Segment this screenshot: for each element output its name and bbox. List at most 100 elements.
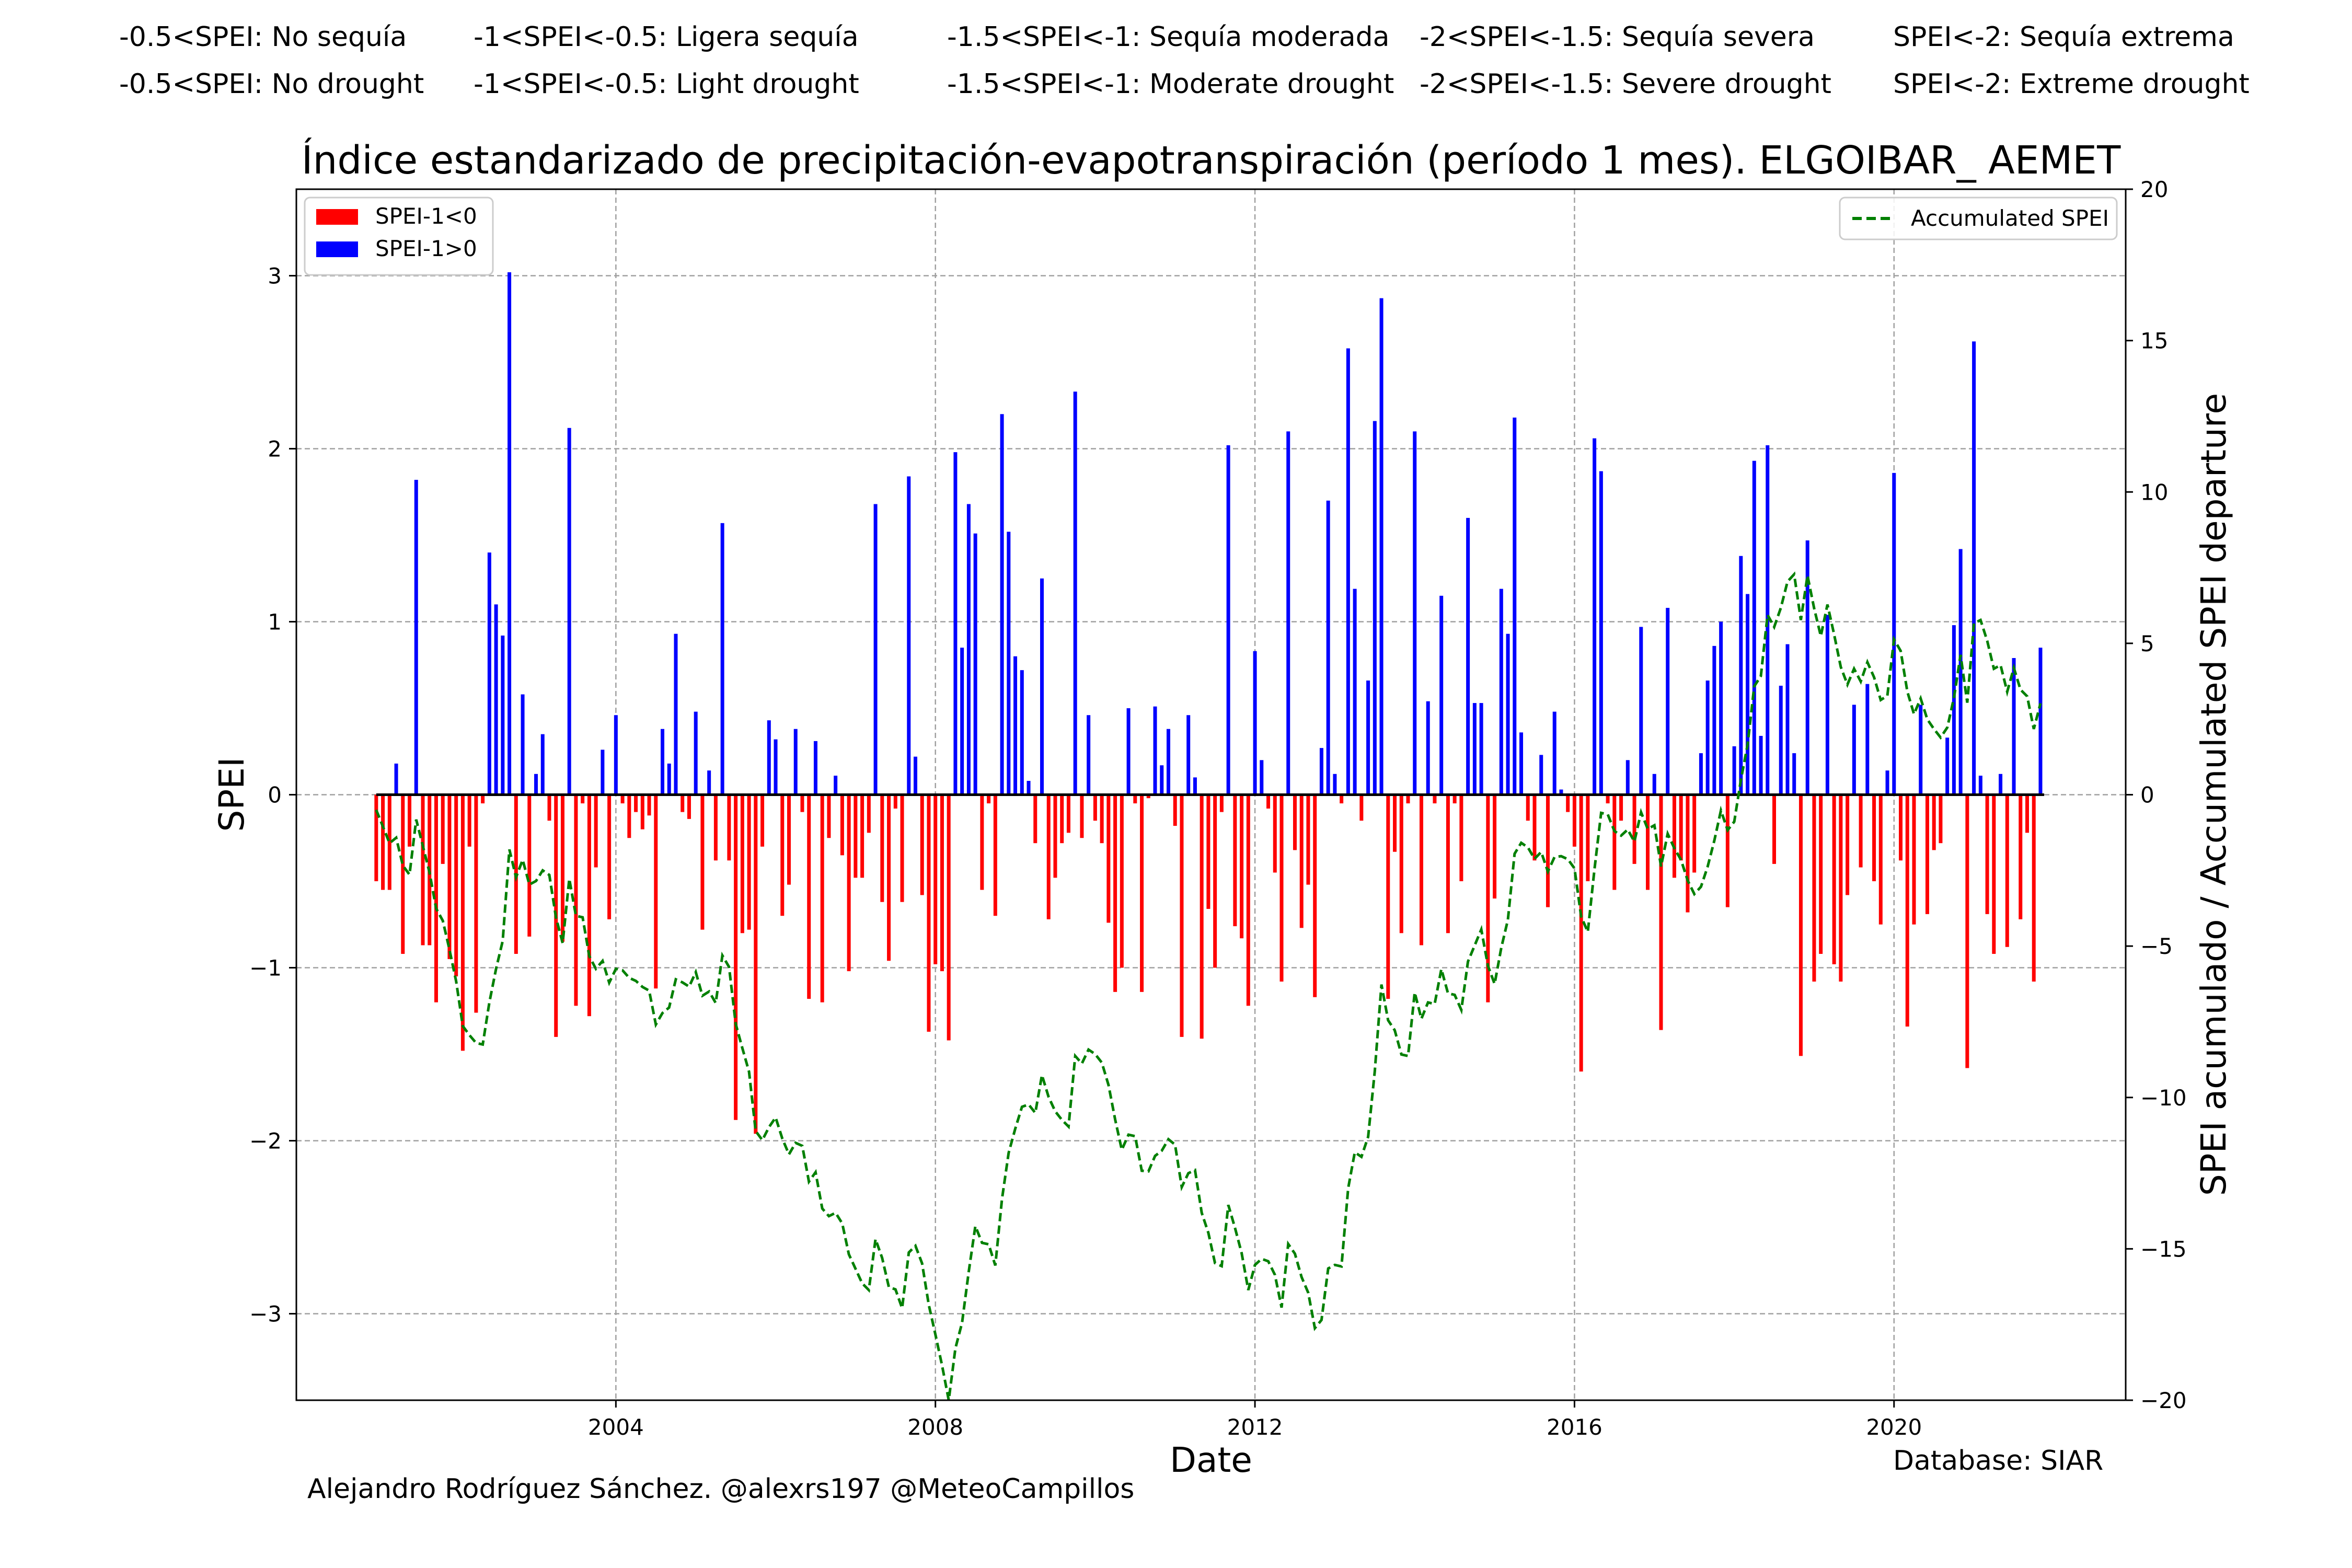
bar-negative xyxy=(1839,794,1843,982)
y2-tick-label: 15 xyxy=(2140,328,2168,354)
bar-negative xyxy=(1812,794,1816,982)
bar-positive xyxy=(1885,770,1889,795)
bar-negative xyxy=(1266,794,1271,809)
bar-negative xyxy=(594,794,598,868)
bar-negative xyxy=(1679,794,1683,861)
bar-positive xyxy=(1666,608,1670,795)
y-tick-label: 2 xyxy=(268,436,282,462)
bar-positive xyxy=(1978,776,1982,795)
bar-positive xyxy=(1852,705,1856,795)
y2-tick-label: 20 xyxy=(2140,177,2168,202)
bar-negative xyxy=(681,794,685,812)
bar-negative xyxy=(467,794,471,847)
bar-positive xyxy=(1825,615,1829,795)
bar-negative xyxy=(887,794,891,961)
header-en-0: -0.5<SPEI: No drought xyxy=(119,68,424,100)
bar-negative xyxy=(1386,794,1390,999)
bar-positive xyxy=(1027,781,1031,795)
bar-negative xyxy=(1572,794,1576,847)
x-axis-label: Date xyxy=(1170,1440,1252,1480)
bar-negative xyxy=(754,794,758,1134)
bar-positive xyxy=(540,734,545,795)
bar-negative xyxy=(1140,794,1144,992)
bar-negative xyxy=(1932,794,1936,850)
bar-negative xyxy=(1486,794,1490,1002)
bar-negative xyxy=(454,794,458,977)
bar-negative xyxy=(1725,794,1730,907)
bar-positive xyxy=(1865,684,1870,795)
bar-negative xyxy=(1340,794,1344,804)
bar-negative xyxy=(654,794,658,989)
y-tick-label: −1 xyxy=(249,955,282,981)
bar-negative xyxy=(1493,794,1497,899)
bar-negative xyxy=(441,794,445,864)
bar-positive xyxy=(767,720,771,795)
bar-positive xyxy=(1805,540,1809,795)
bar-negative xyxy=(1692,794,1697,873)
bar-negative xyxy=(807,794,811,999)
footer-credit: Alejandro Rodríguez Sánchez. @alexrs197 … xyxy=(307,1473,1134,1505)
legend-right-box xyxy=(1839,197,2118,240)
bar-positive xyxy=(1712,645,1716,795)
bar-negative xyxy=(1832,794,1836,964)
bar-negative xyxy=(1872,794,1876,881)
header-es-0: -0.5<SPEI: No sequía xyxy=(119,21,407,53)
bar-positive xyxy=(813,741,817,795)
legend-label-negative: SPEI-1<0 xyxy=(375,203,477,229)
bar-negative xyxy=(860,794,864,878)
y2-tick-label: 0 xyxy=(2140,782,2154,808)
bar-positive xyxy=(1739,556,1743,795)
bar-positive xyxy=(834,776,838,795)
bar-negative xyxy=(1925,794,1929,914)
bar-negative xyxy=(1798,794,1803,1056)
bar-positive xyxy=(793,729,798,795)
bar-negative xyxy=(607,794,612,919)
bar-positive xyxy=(614,715,618,795)
bar-positive xyxy=(1746,594,1750,795)
bar-positive xyxy=(2012,658,2016,795)
bar-negative xyxy=(1313,794,1317,997)
bar-positive xyxy=(774,739,778,795)
bar-positive xyxy=(1253,651,1257,795)
bar-positive xyxy=(873,504,878,795)
bar-positive xyxy=(1439,595,1444,795)
bar-negative xyxy=(1273,794,1277,873)
bar-positive xyxy=(1013,656,1018,795)
bar-positive xyxy=(1958,549,1963,795)
chart-title: Índice estandarizado de precipitación-ev… xyxy=(302,137,2121,183)
bar-negative xyxy=(1586,794,1590,881)
bar-negative xyxy=(647,794,651,816)
bar-positive xyxy=(1999,774,2003,795)
bar-positive xyxy=(694,711,698,795)
bar-negative xyxy=(760,794,765,847)
bar-negative xyxy=(527,794,532,937)
bar-positive xyxy=(907,476,911,795)
bar-negative xyxy=(421,794,425,946)
bar-negative xyxy=(547,794,551,821)
bar-positive xyxy=(1599,471,1603,795)
x-tick-label: 2004 xyxy=(588,1414,644,1440)
bar-negative xyxy=(1120,794,1124,968)
header-es-4: SPEI<-2: Sequía extrema xyxy=(1893,21,2234,53)
bar-negative xyxy=(1293,794,1297,850)
header-es-1: -1<SPEI<-0.5: Ligera sequía xyxy=(474,21,859,53)
y-tick-label: 0 xyxy=(268,782,282,808)
bar-negative xyxy=(1233,794,1237,927)
bar-positive xyxy=(973,533,977,795)
bar-negative xyxy=(1566,794,1570,812)
bar-negative xyxy=(1406,794,1410,804)
bar-positive xyxy=(1719,621,1723,795)
bar-positive xyxy=(674,633,678,795)
bar-negative xyxy=(1606,794,1610,804)
legend-left: SPEI-1<0 SPEI-1>0 xyxy=(304,197,494,276)
legend-label-accumulated: Accumulated SPEI xyxy=(1911,205,2109,231)
legend-right: Accumulated SPEI xyxy=(1839,197,2118,240)
bar-negative xyxy=(867,794,871,833)
x-axis-ticks: 2004 2008 2012 2016 2020 xyxy=(588,1400,1922,1440)
bar-negative xyxy=(1180,794,1184,1037)
y-axis-ticks: −3 −2 −1 0 1 2 3 xyxy=(249,263,296,1327)
bar-negative xyxy=(847,794,851,972)
bar-positive xyxy=(1639,627,1643,795)
bar-positive xyxy=(1892,472,1896,795)
